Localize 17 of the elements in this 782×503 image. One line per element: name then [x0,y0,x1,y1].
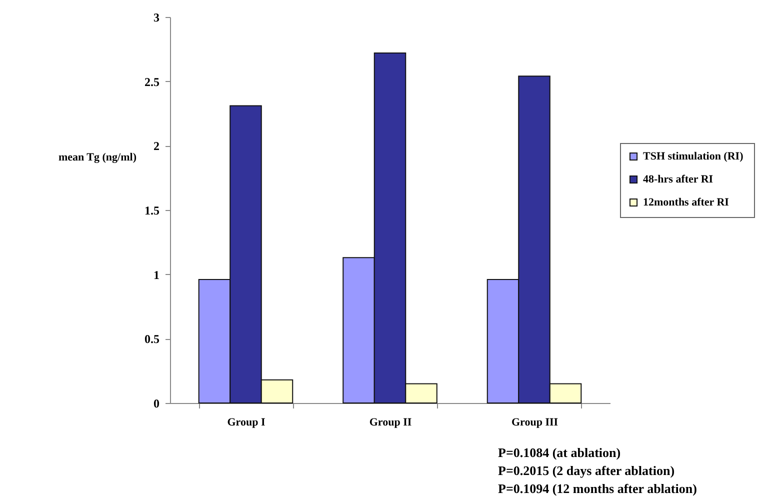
y-tick-label: 0.5 [144,332,160,346]
x-tick-label: Group I [227,416,266,428]
x-tick-label: Group III [511,416,558,428]
y-tick-label: 3 [154,10,160,24]
y-tick-label: 1.5 [144,204,160,218]
legend-label: 48-hrs after RI [643,174,714,186]
text: P=0.1094 (12 months after ablation) [498,480,697,498]
y-tick-label: 2 [154,139,160,154]
y-axis-title: mean Tg (ng/ml) [58,152,137,164]
legend-label: TSH stimulation (RI) [643,150,744,162]
y-tick-label: 1 [154,268,160,282]
text: P=0.2015 (2 days after ablation) [498,462,676,480]
x-tick-label: Group II [369,416,412,428]
text: P=0.1084 (at ablation) [498,444,622,462]
y-tick-label: 2.5 [144,74,160,89]
legend-label: 12months after RI [643,196,729,208]
y-tick-label: 0 [154,396,160,410]
